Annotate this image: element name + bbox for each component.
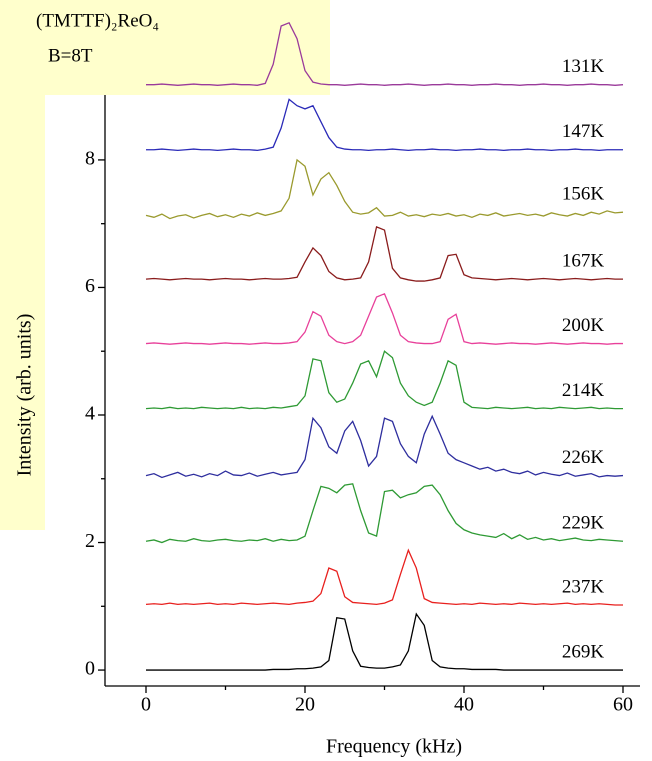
- series-label: 131K: [562, 56, 605, 77]
- series-label: 200K: [562, 315, 605, 336]
- y-tick-label: 2: [85, 530, 95, 552]
- spectrum-line: [145, 158, 624, 220]
- y-axis-title: Intensity (arb. units): [14, 314, 36, 477]
- spectrum-line: [145, 483, 624, 544]
- spectrum-line: [145, 414, 624, 479]
- y-tick-label: 8: [85, 148, 95, 170]
- series-label: 237K: [562, 576, 605, 597]
- y-tick-label: 6: [85, 275, 95, 297]
- series-label: 147K: [562, 121, 605, 142]
- x-tick-label: 0: [141, 694, 151, 716]
- series-label: 156K: [562, 184, 605, 205]
- series-label: 214K: [562, 380, 605, 401]
- spectrum-line: [146, 98, 623, 152]
- series-label: 229K: [562, 513, 605, 534]
- spectrum-line: [145, 548, 623, 606]
- x-tick-label: 60: [613, 694, 633, 716]
- spectrum-line: [146, 612, 623, 671]
- series-label: 167K: [562, 251, 605, 272]
- spectrum-line: [145, 350, 623, 410]
- chart-title: (TMTTF)₂ReO₄: [36, 10, 159, 31]
- series-label: 269K: [562, 641, 605, 662]
- y-tick-label: 4: [85, 403, 95, 425]
- chart-subtitle: B=8T: [48, 45, 93, 66]
- spectrum-line: [146, 21, 624, 86]
- spectrum-line: [145, 292, 623, 345]
- label-panel: [0, 0, 330, 530]
- x-tick-label: 40: [454, 694, 474, 716]
- series-label: 226K: [562, 447, 605, 468]
- y-tick-label: 0: [85, 658, 95, 680]
- spectrum-line: [145, 225, 623, 282]
- x-axis-title: Frequency (kHz): [326, 736, 462, 758]
- x-tick-label: 20: [295, 694, 315, 716]
